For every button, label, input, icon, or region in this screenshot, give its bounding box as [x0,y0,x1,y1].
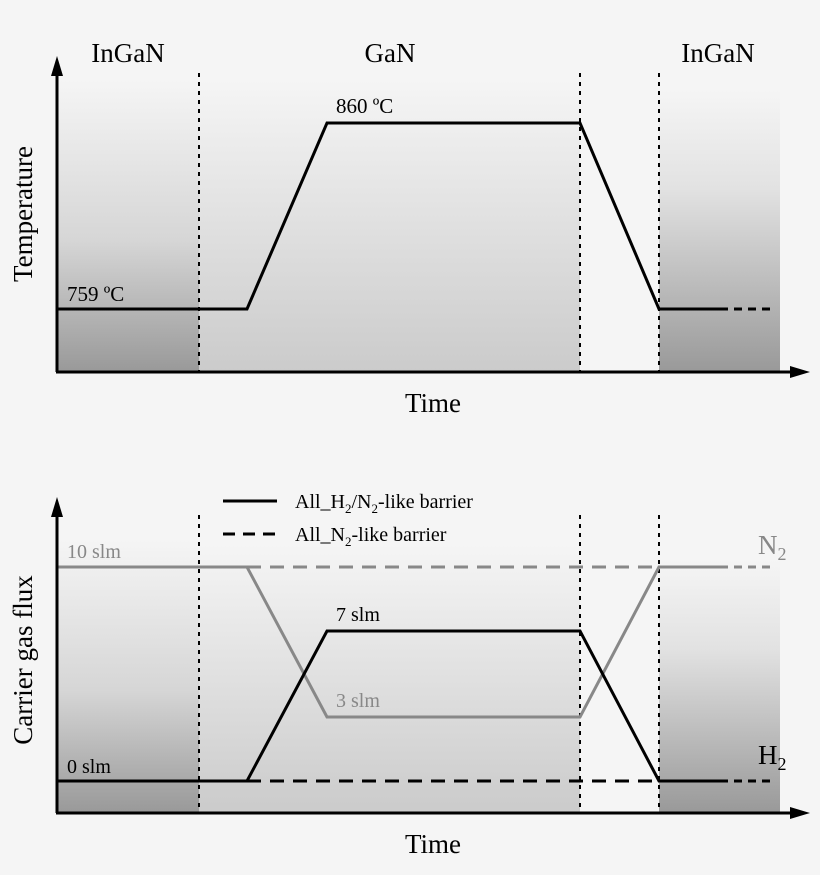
temperature-line [58,121,720,311]
ingan-region-left-shade [58,540,199,813]
ingan-region-right-shade [659,90,780,372]
x-axis-label-time: Time [405,388,461,418]
legend-solid-label: All_H2/N2-like barrier [295,491,473,516]
y-axis-arrow-icon [51,497,63,517]
n2-high-label: 10 slm [67,541,121,563]
gan-region-shade [199,545,580,813]
low-temp-label: 759 ºC [67,282,124,306]
gan-region-shade [199,80,580,372]
x-axis-label-time: Time [405,829,461,859]
region-label-gan: GaN [365,38,416,68]
high-temp-label: 860 ºC [336,94,393,118]
n2-gas-label: N2 [758,530,787,564]
n2-low-label: 3 slm [336,690,380,712]
legend: All_H2/N2-like barrier All_N2-like barri… [223,491,473,549]
region-label-ingan-right: InGaN [681,38,754,68]
ingan-region-right-shade [659,560,780,813]
x-axis-arrow-icon [790,366,810,378]
carrier-gas-chart: All_H2/N2-like barrier All_N2-like barri… [8,491,810,859]
y-axis-label-temperature: Temperature [8,146,38,282]
h2-solid-line [58,629,720,783]
h2-low-label: 0 slm [67,756,111,778]
region-label-ingan-left: InGaN [91,38,164,68]
y-axis-label-carrier-gas-flux: Carrier gas flux [8,575,38,745]
x-axis-arrow-icon [790,807,810,819]
n2-solid-line [58,565,720,719]
temperature-chart: InGaN GaN InGaN 860 ºC 759 ºC Temperatur… [8,38,810,418]
ingan-region-left-shade [58,80,199,372]
legend-dashed-label: All_N2-like barrier [295,524,447,549]
h2-gas-label: H2 [758,740,787,774]
y-axis-arrow-icon [51,56,63,76]
h2-high-label: 7 slm [336,604,380,626]
